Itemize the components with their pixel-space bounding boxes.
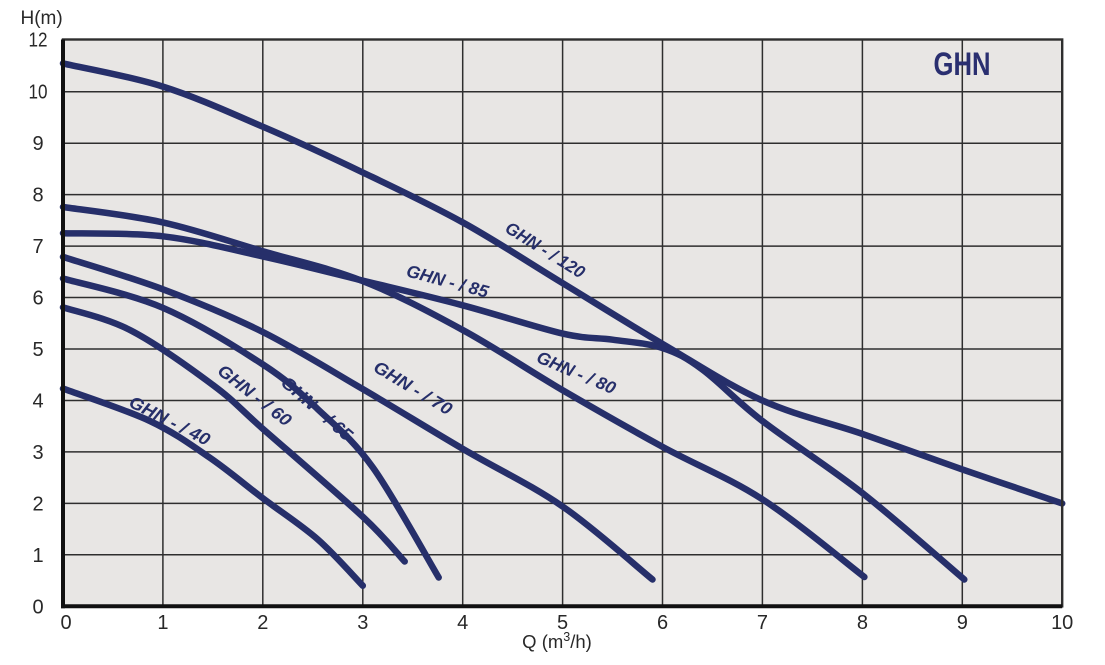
svg-text:GHN: GHN bbox=[934, 46, 991, 82]
svg-text:0: 0 bbox=[60, 612, 71, 634]
svg-text:3: 3 bbox=[357, 612, 368, 634]
svg-text:12: 12 bbox=[29, 30, 48, 52]
svg-text:0: 0 bbox=[32, 596, 43, 618]
svg-text:10: 10 bbox=[29, 82, 48, 104]
svg-text:9: 9 bbox=[957, 612, 968, 634]
svg-text:7: 7 bbox=[32, 236, 43, 258]
svg-text:8: 8 bbox=[857, 612, 868, 634]
svg-text:5: 5 bbox=[557, 612, 568, 634]
svg-text:H(m): H(m) bbox=[21, 8, 63, 29]
svg-text:9: 9 bbox=[32, 133, 43, 155]
svg-text:1: 1 bbox=[32, 545, 43, 567]
svg-text:2: 2 bbox=[32, 493, 43, 515]
svg-text:2: 2 bbox=[257, 612, 268, 634]
svg-text:6: 6 bbox=[32, 288, 43, 310]
svg-text:6: 6 bbox=[657, 612, 668, 634]
svg-text:4: 4 bbox=[457, 612, 468, 634]
svg-text:7: 7 bbox=[757, 612, 768, 634]
svg-text:Q (m3/h): Q (m3/h) bbox=[522, 630, 592, 652]
svg-text:3: 3 bbox=[32, 442, 43, 464]
svg-text:8: 8 bbox=[32, 185, 43, 207]
svg-text:4: 4 bbox=[32, 391, 43, 413]
svg-text:5: 5 bbox=[32, 339, 43, 361]
svg-text:10: 10 bbox=[1051, 612, 1073, 634]
svg-text:1: 1 bbox=[157, 612, 168, 634]
